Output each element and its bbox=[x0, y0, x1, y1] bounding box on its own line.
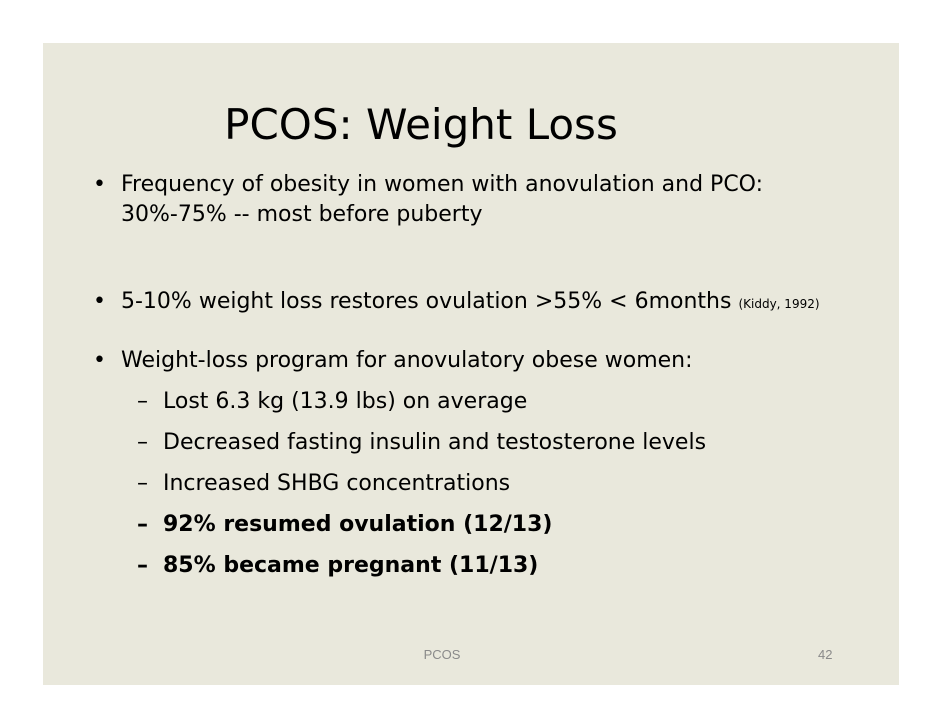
bullet-marker: • bbox=[93, 348, 106, 373]
sub-bullet-marker: – bbox=[137, 471, 148, 496]
bullet-weight-loss-program: • Weight-loss program for anovulatory ob… bbox=[93, 346, 693, 376]
sub-bullet-became-pregnant: – 85% became pregnant (11/13) bbox=[137, 551, 539, 581]
bullet-weight-loss-ovulation: • 5-10% weight loss restores ovulation >… bbox=[93, 287, 820, 319]
sub-bullet-text: Increased SHBG concentrations bbox=[163, 471, 511, 496]
slide-title: PCOS: Weight Loss bbox=[224, 100, 618, 149]
sub-bullet-marker: – bbox=[137, 430, 148, 455]
bullet-marker: • bbox=[93, 289, 106, 314]
footer-label: PCOS bbox=[423, 647, 461, 662]
sub-bullet-resumed-ovulation: – 92% resumed ovulation (12/13) bbox=[137, 510, 553, 540]
sub-bullet-text: Decreased fasting insulin and testostero… bbox=[163, 430, 707, 455]
sub-bullet-text: 92% resumed ovulation (12/13) bbox=[163, 512, 553, 537]
bullet-text-line2: 30%-75% -- most before puberty bbox=[121, 202, 483, 227]
page-number: 42 bbox=[818, 647, 833, 662]
bullet-text-line1: Frequency of obesity in women with anovu… bbox=[121, 172, 764, 197]
sub-bullet-marker: – bbox=[137, 512, 148, 537]
bullet-marker: • bbox=[93, 172, 106, 197]
sub-bullet-text: 85% became pregnant (11/13) bbox=[163, 553, 539, 578]
bullet-text: 5-10% weight loss restores ovulation >55… bbox=[121, 289, 732, 314]
sub-bullet-marker: – bbox=[137, 553, 148, 578]
slide: PCOS: Weight Loss • Frequency of obesity… bbox=[43, 43, 899, 685]
sub-bullet-increased-shbg: – Increased SHBG concentrations bbox=[137, 469, 511, 499]
sub-bullet-marker: – bbox=[137, 389, 148, 414]
citation: (Kiddy, 1992) bbox=[738, 297, 820, 311]
sub-bullet-text: Lost 6.3 kg (13.9 lbs) on average bbox=[163, 389, 528, 414]
bullet-obesity-frequency: • Frequency of obesity in women with ano… bbox=[93, 170, 764, 230]
sub-bullet-decreased-insulin: – Decreased fasting insulin and testoste… bbox=[137, 428, 707, 458]
sub-bullet-lost-weight: – Lost 6.3 kg (13.9 lbs) on average bbox=[137, 387, 528, 417]
bullet-text: Weight-loss program for anovulatory obes… bbox=[121, 348, 693, 373]
